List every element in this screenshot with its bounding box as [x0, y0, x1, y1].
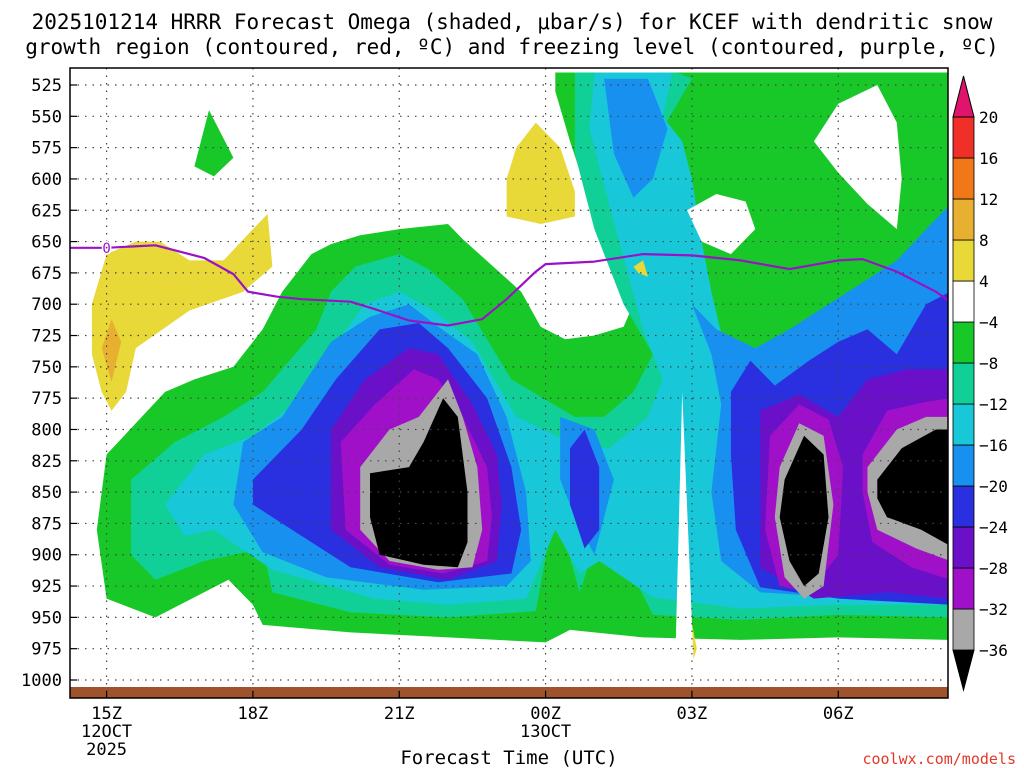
y-axis: 525 550 575 600 625 650 675 700 725 750 775 800 825 8…	[21, 76, 77, 691]
omega-region-yellow-speck	[633, 260, 648, 277]
y-tick-label-650: 650	[31, 233, 62, 253]
grid-lines	[70, 68, 948, 698]
x-axis-label: Forecast Time (UTC)	[400, 747, 617, 768]
colorbar-label-10: −24	[979, 518, 1008, 537]
y-tick-label-875: 875	[31, 514, 62, 534]
colorbar-band-5	[952, 403, 975, 446]
x-tick-label-12OCT: 12OCT	[81, 722, 132, 742]
colorbar-label-12: −32	[979, 600, 1008, 619]
colorbar-band-11	[952, 157, 975, 200]
y-tick-label-925: 925	[31, 577, 62, 597]
plot-frame	[69, 67, 949, 699]
y-tick-label-575: 575	[31, 139, 62, 159]
omega-region-white-notch	[674, 391, 695, 680]
chart-title-line-2: growth region (contoured, red, ºC) and f…	[25, 35, 999, 59]
omega-region-yellow-left	[91, 214, 273, 411]
omega-region-sky-blue-1	[604, 78, 668, 198]
colorbar-band-0	[952, 608, 975, 651]
colorbar-band-7	[952, 321, 975, 364]
y-tick-label-600: 600	[31, 170, 62, 190]
colorbar-arrow-bottom	[952, 649, 975, 692]
colorbar-band-6	[952, 362, 975, 405]
colorbar-label-13: −36	[979, 641, 1008, 660]
y-tick-label-675: 675	[31, 264, 62, 284]
colorbar-band-9	[952, 239, 975, 282]
y-tick-label-525: 525	[31, 76, 62, 96]
x-tick-label-2025: 2025	[86, 740, 127, 760]
colorbar-band-1	[952, 567, 975, 610]
colorbar-band-2	[952, 526, 975, 569]
colorbar-label-3: 8	[979, 231, 989, 250]
chart-title-line-1: 2025101214 HRRR Forecast Omega (shaded, …	[32, 10, 993, 34]
y-tick-label-800: 800	[31, 420, 62, 440]
y-tick-label-850: 850	[31, 483, 62, 503]
colorbar-label-6: −8	[979, 354, 998, 373]
omega-region-black-3	[877, 429, 948, 545]
freezing-level-contour: 0	[70, 239, 948, 327]
colorbar-label-4: 4	[979, 272, 989, 291]
y-tick-label-975: 975	[31, 640, 62, 660]
y-tick-label-725: 725	[31, 327, 62, 347]
omega-region-black-2	[779, 435, 829, 587]
terrain-strip	[70, 687, 948, 698]
colorbar-arrow-top	[952, 75, 975, 118]
y-tick-label-550: 550	[31, 107, 62, 127]
freezing-level-label: 0	[102, 241, 110, 257]
colorbar-label-0: 20	[979, 108, 998, 127]
x-tick-label-03Z: 03Z	[677, 704, 708, 724]
y-tick-label-700: 700	[31, 295, 62, 315]
colorbar-label-11: −28	[979, 559, 1008, 578]
y-tick-label-1000: 1000	[21, 671, 62, 691]
colorbar-band-12	[952, 116, 975, 159]
x-tick-label-15Z: 15Z	[91, 704, 122, 724]
colorbar-label-2: 12	[979, 190, 998, 209]
y-tick-label-625: 625	[31, 201, 62, 221]
colorbar-band-8	[952, 280, 975, 323]
colorbar-label-9: −20	[979, 477, 1008, 496]
y-tick-label-825: 825	[31, 452, 62, 472]
omega-region-orange-left	[101, 319, 122, 382]
y-tick-label-950: 950	[31, 608, 62, 628]
omega-region-black-1	[370, 398, 468, 568]
colorbar-band-3	[952, 485, 975, 528]
colorbar-label-8: −16	[979, 436, 1008, 455]
x-tick-label-06Z: 06Z	[823, 704, 854, 724]
freezing-level-line	[70, 244, 948, 327]
x-tick-label-13OCT: 13OCT	[520, 722, 571, 742]
x-tick-label-18Z: 18Z	[238, 704, 269, 724]
x-tick-label-00Z: 00Z	[530, 704, 561, 724]
y-tick-label-775: 775	[31, 389, 62, 409]
colorbar-label-1: 16	[979, 149, 998, 168]
x-tick-label-21Z: 21Z	[384, 704, 415, 724]
colorbar-band-10	[952, 198, 975, 241]
omega-region-white-hole-1	[687, 194, 756, 255]
y-tick-label-900: 900	[31, 546, 62, 566]
omega-region-green-island	[194, 110, 234, 177]
colorbar-band-4	[952, 444, 975, 487]
colorbar-legend: 20 16 12 8 4 −4 −8 −12 −16 −20 −24 −28 −32 −36	[952, 75, 1008, 692]
omega-region-white-hole-2	[813, 85, 902, 230]
colorbar-label-7: −12	[979, 395, 1008, 414]
terrain-layer	[70, 687, 948, 698]
omega-shading	[91, 72, 948, 680]
credit-text: coolwx.com/models	[862, 750, 1016, 768]
y-tick-label-750: 750	[31, 358, 62, 378]
colorbar-label-5: −4	[979, 313, 998, 332]
omega-region-royal-blue-3	[570, 429, 600, 549]
